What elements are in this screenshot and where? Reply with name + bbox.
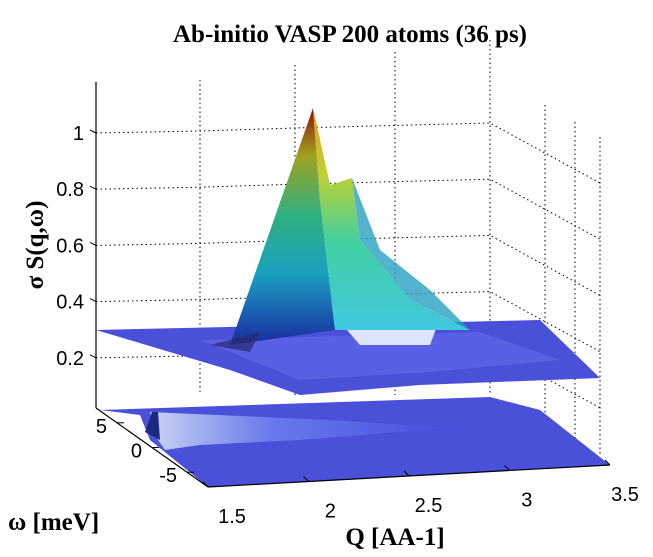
q-tick-mark bbox=[403, 470, 410, 477]
q-tick-mark bbox=[604, 459, 611, 466]
z-grid-line bbox=[95, 122, 601, 184]
peak-front-face bbox=[313, 108, 470, 330]
z-tick-mark bbox=[89, 129, 97, 134]
chart-title: Ab-initio VASP 200 atoms (36 ps) bbox=[173, 21, 527, 48]
x-axis-label: Q [AA-1] bbox=[345, 524, 444, 551]
z-axis-label: σ S(q,ω) bbox=[22, 201, 49, 290]
z-tick-mark bbox=[89, 298, 97, 303]
peak-right-face bbox=[352, 178, 470, 330]
lower-surface-highlight bbox=[150, 412, 450, 450]
z-tick-mark bbox=[89, 241, 97, 246]
z-tick-label: 0.4 bbox=[56, 292, 84, 314]
omega-tick-label: 0 bbox=[131, 441, 142, 463]
q-tick-mark bbox=[202, 481, 209, 488]
q-tick-mark bbox=[504, 465, 510, 471]
peak-shadow bbox=[210, 332, 260, 352]
lower-surface-ridge bbox=[145, 412, 160, 440]
omega-tick-label: 5 bbox=[96, 416, 107, 438]
q-tick-label: 3 bbox=[521, 490, 532, 512]
y-axis-label: ω [meV] bbox=[8, 509, 99, 536]
z-tick-mark bbox=[89, 185, 97, 190]
q-tick-label: 2 bbox=[325, 501, 336, 523]
z-tick-mark bbox=[89, 354, 97, 359]
upper-surface-shade bbox=[200, 332, 560, 380]
z-tick-label: 0.8 bbox=[56, 179, 84, 201]
z-tick-label: 0.6 bbox=[56, 235, 84, 257]
z-tick-label: 0.2 bbox=[56, 348, 84, 370]
peak-left-face bbox=[230, 108, 335, 345]
q-tick-label: 2.5 bbox=[415, 495, 443, 517]
z-tick-label: 1 bbox=[73, 123, 84, 145]
q-tick-label: 1.5 bbox=[218, 506, 246, 528]
q-tick-label: 3.5 bbox=[611, 484, 639, 506]
omega-tick-label: -5 bbox=[159, 465, 177, 487]
q-tick-mark bbox=[303, 476, 309, 482]
